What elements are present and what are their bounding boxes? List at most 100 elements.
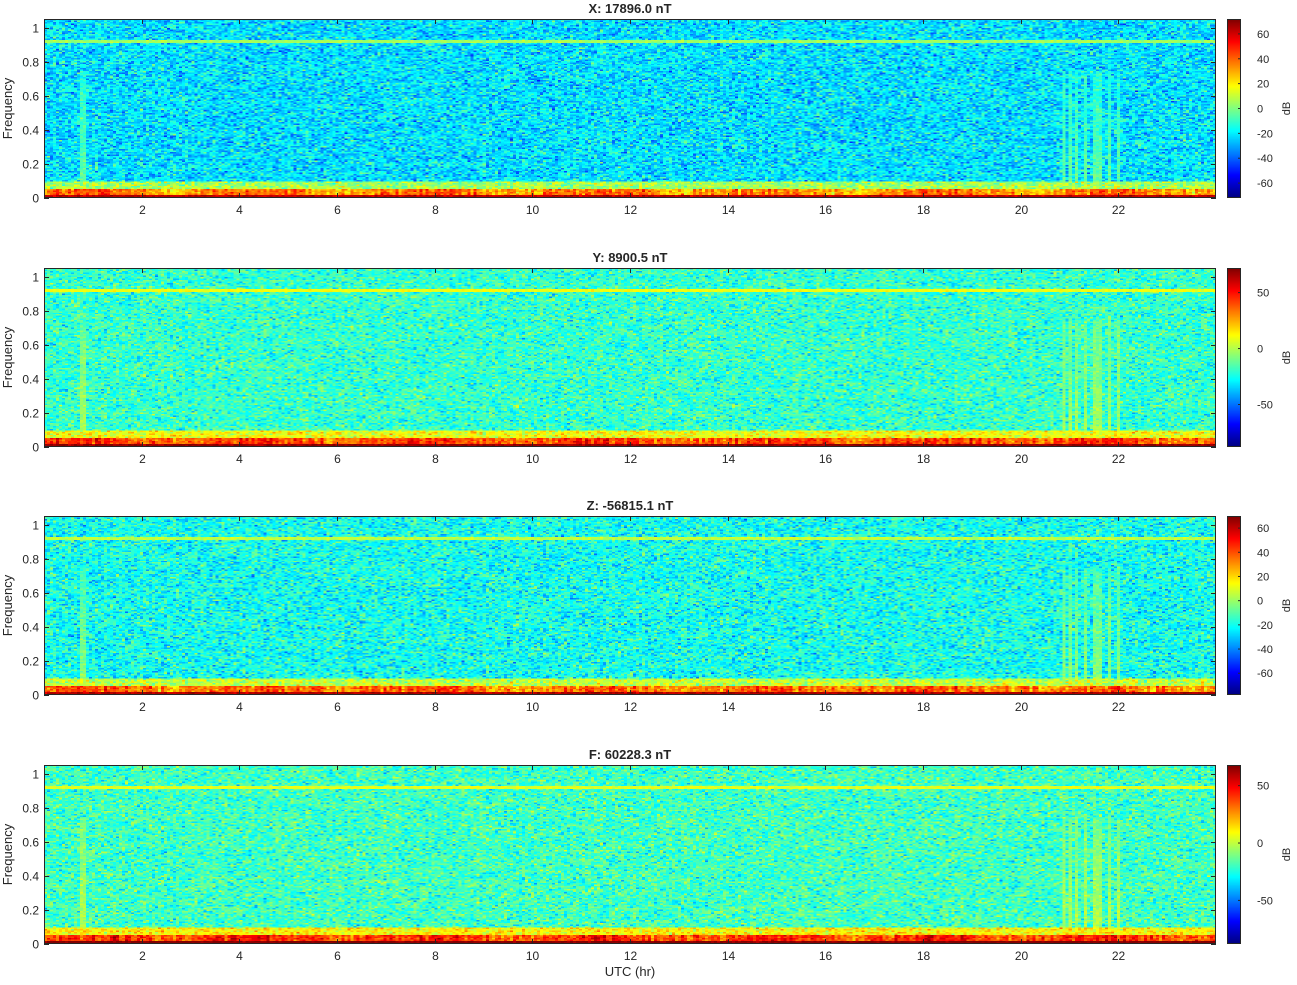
y-axis-label: Frequency — [0, 823, 15, 885]
colorbar-tick-label: -60 — [1257, 178, 1273, 190]
x-tick-label: 4 — [236, 700, 243, 714]
x-tick-label: 10 — [526, 452, 540, 466]
spectrogram-image — [44, 765, 1216, 944]
colorbar-tick-label: 50 — [1257, 288, 1269, 300]
colorbar-frame — [1227, 516, 1241, 695]
y-tick-label: 1 — [32, 768, 39, 782]
y-axis-label: Frequency — [0, 77, 15, 139]
y-tick-label: 0.2 — [22, 407, 39, 421]
y-tick-label: 0.6 — [22, 836, 39, 850]
x-tick-label: 12 — [624, 949, 638, 963]
x-tick-label: 12 — [624, 452, 638, 466]
x-tick-label: 12 — [624, 700, 638, 714]
x-tick-label: 14 — [722, 700, 736, 714]
y-tick-label: 0.4 — [22, 870, 39, 884]
x-tick-label: 16 — [819, 203, 833, 217]
y-tick-label: 0.2 — [22, 655, 39, 669]
x-tick-label: 8 — [432, 452, 439, 466]
spectrogram-image — [44, 268, 1216, 447]
y-tick-label: 1 — [32, 22, 39, 36]
x-tick-label: 2 — [139, 700, 146, 714]
x-tick-label: 18 — [917, 452, 931, 466]
colorbar-tick-label: -20 — [1257, 620, 1273, 632]
x-tick-label: 20 — [1015, 949, 1029, 963]
x-tick-label: 16 — [819, 452, 833, 466]
colorbar-tick-label: 0 — [1257, 596, 1263, 608]
y-axis-label: Frequency — [0, 574, 15, 636]
x-tick-label: 6 — [334, 452, 341, 466]
x-tick-label: 6 — [334, 949, 341, 963]
x-tick-label: 14 — [722, 203, 736, 217]
colorbar-label: dB — [1281, 848, 1293, 861]
x-tick-label: 18 — [917, 700, 931, 714]
colorbar-tick-label: 50 — [1257, 781, 1269, 793]
x-tick-label: 2 — [139, 203, 146, 217]
colorbar — [1227, 516, 1241, 695]
x-tick-label: 4 — [236, 452, 243, 466]
colorbar-label: dB — [1281, 102, 1293, 115]
x-tick-label: 10 — [526, 700, 540, 714]
x-tick-label: 4 — [236, 203, 243, 217]
y-tick-label: 0.6 — [22, 90, 39, 104]
y-axis-label: Frequency — [0, 326, 15, 388]
x-tick-label: 16 — [819, 949, 833, 963]
y-tick-label: 0 — [32, 689, 39, 703]
y-tick-label: 0.6 — [22, 339, 39, 353]
x-tick-label: 22 — [1112, 452, 1126, 466]
y-tick-label: 0.8 — [22, 553, 39, 567]
colorbar — [1227, 268, 1241, 447]
panel-title: X: 17896.0 nT — [588, 1, 671, 16]
colorbar — [1227, 765, 1241, 944]
y-tick-label: 0.8 — [22, 305, 39, 319]
x-tick-label: 2 — [139, 949, 146, 963]
x-tick-label: 14 — [722, 949, 736, 963]
colorbar-label: dB — [1281, 599, 1293, 612]
x-tick-label: 12 — [624, 203, 638, 217]
x-tick-label: 20 — [1015, 452, 1029, 466]
y-tick-label: 0 — [32, 441, 39, 455]
y-tick-label: 0.6 — [22, 587, 39, 601]
y-tick-label: 1 — [32, 271, 39, 285]
panel-3: F: 60228.3 nT2 4 6 8 10 12 14 16 18 20 2200.20.40.… — [0, 747, 1293, 979]
colorbar-tick-label: -40 — [1257, 153, 1273, 165]
colorbar — [1227, 19, 1241, 198]
colorbar-tick-label: 40 — [1257, 54, 1269, 66]
x-tick-label: 14 — [722, 452, 736, 466]
y-tick-label: 0.4 — [22, 373, 39, 387]
x-tick-label: 22 — [1112, 949, 1126, 963]
x-tick-label: 8 — [432, 949, 439, 963]
colorbar-tick-label: -50 — [1257, 895, 1273, 907]
x-tick-label: 10 — [526, 949, 540, 963]
colorbar-tick-label: 0 — [1257, 344, 1263, 356]
colorbar-tick-label: -40 — [1257, 644, 1273, 656]
colorbar-tick-label: -20 — [1257, 128, 1273, 140]
x-tick-label: 6 — [334, 700, 341, 714]
colorbar-tick-label: 40 — [1257, 547, 1269, 559]
colorbar-tick-label: 0 — [1257, 104, 1263, 116]
x-tick-label: 18 — [917, 203, 931, 217]
colorbar-tick-label: -60 — [1257, 668, 1273, 680]
y-tick-label: 0.8 — [22, 56, 39, 70]
colorbar-tick-label: -50 — [1257, 399, 1273, 411]
x-axis-label: UTC (hr) — [605, 964, 656, 979]
colorbar-tick-label: 0 — [1257, 838, 1263, 850]
panel-title: Z: -56815.1 nT — [587, 498, 674, 513]
colorbar-label: dB — [1281, 351, 1293, 364]
x-tick-label: 2 — [139, 452, 146, 466]
x-tick-label: 8 — [432, 203, 439, 217]
panel-2: Z: -56815.1 nT2 4 6 8 10 12 14 16 18 20 2200.20.40… — [0, 498, 1293, 714]
y-tick-label: 0.2 — [22, 158, 39, 172]
colorbar-frame — [1227, 765, 1241, 944]
x-tick-label: 4 — [236, 949, 243, 963]
panel-title: Y: 8900.5 nT — [593, 250, 668, 265]
x-tick-label: 6 — [334, 203, 341, 217]
panel-title: F: 60228.3 nT — [589, 747, 671, 762]
x-tick-label: 20 — [1015, 203, 1029, 217]
colorbar-tick-label: 20 — [1257, 571, 1269, 583]
x-tick-label: 10 — [526, 203, 540, 217]
x-tick-label: 16 — [819, 700, 833, 714]
colorbar-tick-label: 20 — [1257, 79, 1269, 91]
y-tick-label: 0.8 — [22, 802, 39, 816]
